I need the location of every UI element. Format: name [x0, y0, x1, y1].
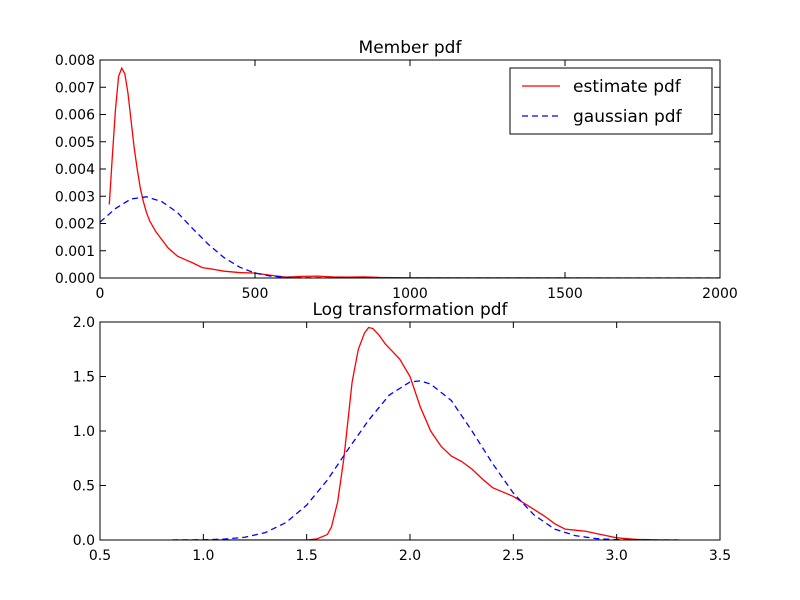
legend-label: estimate pdf [573, 77, 682, 97]
x-tick-label: 500 [242, 286, 269, 302]
x-tick-label: 1.5 [296, 548, 318, 564]
y-tick-label: 0.003 [55, 189, 95, 205]
x-tick-label: 0 [96, 286, 105, 302]
x-tick-label: 3.0 [606, 548, 628, 564]
y-tick-label: 0.0 [73, 533, 95, 549]
x-tick-label: 1500 [547, 286, 583, 302]
y-tick-label: 0.008 [55, 53, 95, 69]
legend: estimate pdf gaussian pdf [509, 67, 713, 135]
series-line-gaussian-pdf [172, 380, 679, 540]
legend-label: gaussian pdf [573, 107, 683, 127]
y-tick-label: 2.0 [73, 315, 95, 331]
y-tick-label: 0.004 [55, 162, 95, 178]
chart-title: Member pdf [359, 38, 463, 58]
y-tick-label: 0.006 [55, 108, 95, 124]
x-tick-label: 2.5 [502, 548, 524, 564]
x-tick-label: 1000 [392, 286, 428, 302]
legend-box [509, 67, 713, 135]
x-tick-label: 3.5 [709, 548, 731, 564]
series-line-estimate-pdf [108, 66, 720, 278]
chart-panel-1: Member pdf 0 500 1000 1500 2000 0.000 0.001 0.00… [55, 38, 738, 302]
y-tick-label: 0.007 [55, 80, 95, 96]
y-tick-label: 0.5 [73, 479, 95, 495]
y-tick-label: 0.005 [55, 135, 95, 151]
x-tick-label: 2.0 [399, 548, 421, 564]
y-tick-label: 0.002 [55, 217, 95, 233]
series-line-gaussian-pdf [100, 196, 720, 278]
y-tick-label: 0.001 [55, 244, 95, 260]
y-tick-label: 0.000 [55, 271, 95, 287]
series-line-estimate-pdf [172, 326, 679, 540]
y-tick-label: 1.0 [73, 424, 95, 440]
x-tick-label: 0.5 [89, 548, 111, 564]
y-tick-label: 1.5 [73, 370, 95, 386]
x-tick-label: 1.0 [192, 548, 214, 564]
chart-title: Log transformation pdf [312, 300, 508, 320]
x-tick-label: 2000 [702, 286, 738, 302]
axes-frame [99, 321, 721, 541]
chart-panel-2: Log transformation pdf 0.5 1.0 1.5 2.0 2.5 3.0… [73, 300, 731, 564]
